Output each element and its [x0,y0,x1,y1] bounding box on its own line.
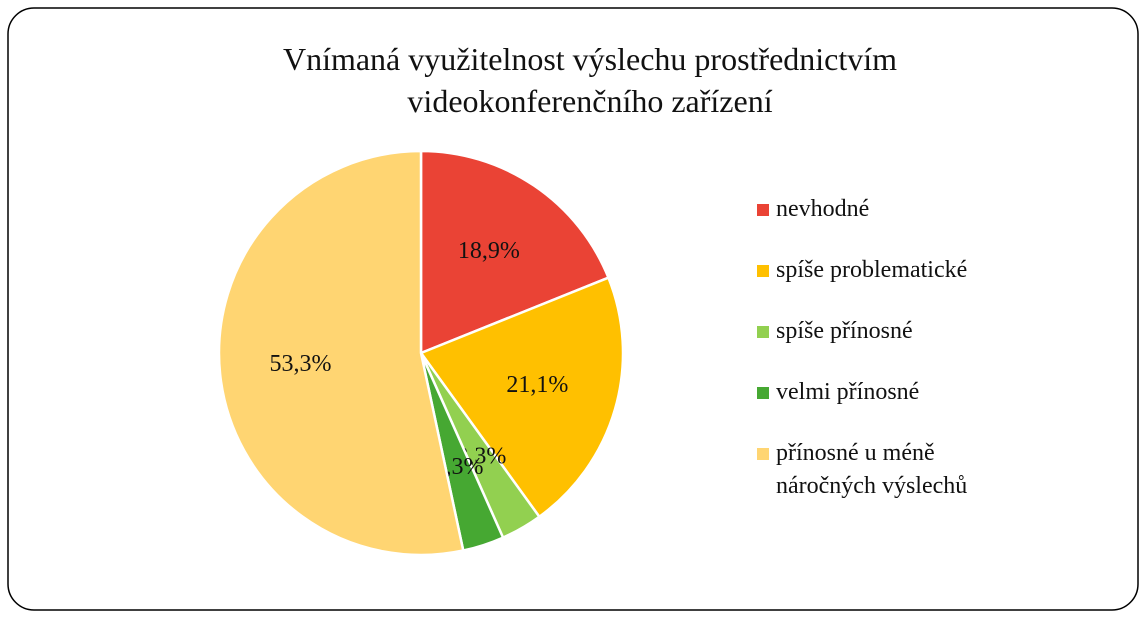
legend: nevhodné spíše problematické spíše přínosn… [757,193,1017,531]
legend-label: velmi přínosné [776,379,920,405]
pie-slice [217,149,465,557]
legend-item: velmi přínosné [757,376,1017,409]
legend-swatch [757,448,769,460]
pie-slice [419,149,611,355]
chart-title: Vnímaná využitelnost výslechu prostředni… [282,41,898,119]
legend-swatch [757,265,769,277]
pie-slice [419,276,625,519]
data-label: 21,1% [506,372,568,398]
legend-swatch [757,204,769,216]
legend-swatch [757,326,769,338]
legend-item: přínosné u méně náročných výslechů [757,437,1017,503]
legend-label: nevhodné [776,196,870,222]
legend-item: nevhodné [757,193,1017,226]
legend-label: spíše přínosné [776,318,913,344]
legend-item: spíše problematické [757,254,1017,287]
data-label: 53,3% [269,351,331,377]
legend-swatch [757,387,769,399]
data-label: 18,9% [458,238,520,264]
legend-label: přínosné u méně náročných výslechů [776,440,968,499]
legend-item: spíše přínosné [757,315,1017,348]
legend-label: spíše problematické [776,257,968,283]
